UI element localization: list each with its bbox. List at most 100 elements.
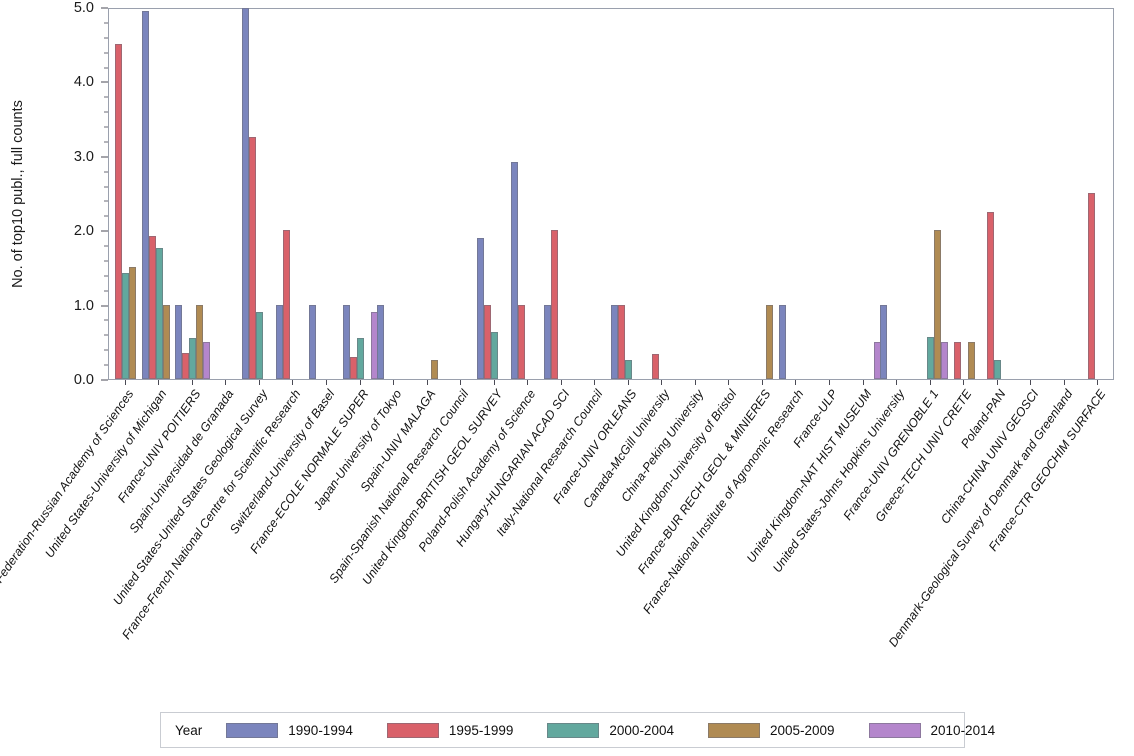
y-axis-minor-tick (104, 126, 108, 128)
y-axis-minor-tick (104, 67, 108, 69)
bar (994, 360, 1002, 379)
bar (953, 341, 961, 379)
y-axis-tick (101, 305, 108, 307)
x-axis-tick (728, 380, 730, 385)
x-axis-tick (627, 380, 629, 385)
x-axis-tick (493, 380, 495, 385)
x-axis-tick (1097, 380, 1099, 385)
bar (934, 230, 942, 379)
bar (343, 304, 350, 379)
bar (357, 338, 364, 379)
x-axis-tick (527, 380, 529, 385)
y-axis-minor-tick (104, 111, 108, 113)
x-axis-tick (225, 380, 227, 385)
bar (249, 137, 257, 379)
bar (941, 341, 949, 379)
y-axis-tick (101, 7, 108, 9)
x-axis-tick (694, 380, 696, 385)
x-axis-tick (896, 380, 898, 385)
bar (517, 304, 525, 379)
y-axis-minor-tick (104, 141, 108, 143)
y-axis-minor-tick (104, 200, 108, 202)
y-axis-minor-tick (104, 37, 108, 39)
x-axis-tick (761, 380, 763, 385)
bar (611, 304, 619, 379)
y-axis-tick (101, 379, 108, 381)
bar (182, 352, 190, 379)
bar (282, 230, 290, 379)
legend: Year 1990-1994 1995-1999 2000-2004 2005-200… (160, 712, 995, 748)
bar (350, 356, 357, 379)
x-axis-tick (795, 380, 797, 385)
bar (544, 304, 552, 379)
bar (162, 304, 170, 379)
y-axis-minor-tick (104, 349, 108, 351)
legend-swatch (226, 722, 279, 738)
bar (175, 304, 183, 379)
legend-swatch (386, 722, 439, 738)
x-axis-tick (828, 380, 830, 385)
y-axis-minor-tick (104, 52, 108, 54)
y-axis-minor-tick (104, 319, 108, 321)
bar (196, 304, 204, 379)
legend-item[interactable]: 2005-2009 (707, 722, 835, 738)
bar (155, 248, 163, 379)
bar (551, 230, 559, 379)
bar (879, 304, 887, 379)
x-axis-tick (1030, 380, 1032, 385)
x-axis-tick (292, 380, 294, 385)
legend-swatch (707, 722, 760, 738)
bar (275, 304, 283, 379)
x-axis-tick (963, 380, 965, 385)
y-axis-minor-tick (104, 364, 108, 366)
bar (778, 304, 786, 379)
y-axis-tick-label: 5.0 (73, 0, 94, 16)
y-axis-title: No. of top10 publ., full counts (10, 100, 26, 288)
x-axis: Russian Federation-Russian Academy of Sc… (0, 380, 1114, 700)
y-axis-tick (101, 81, 108, 83)
y-axis-minor-tick (104, 290, 108, 292)
y-axis-minor-tick (104, 22, 108, 24)
x-axis-tick (862, 380, 864, 385)
x-axis-tick (996, 380, 998, 385)
legend-title: Year (175, 722, 203, 738)
y-axis-minor-tick (104, 215, 108, 217)
x-axis-tick (325, 380, 327, 385)
bar (148, 236, 156, 379)
y-axis-minor-tick (104, 171, 108, 173)
bar (129, 267, 137, 379)
bar (766, 304, 774, 379)
legend-item[interactable]: 1990-1994 (226, 722, 353, 738)
legend-item[interactable]: 2010-2014 (868, 722, 996, 738)
bar (122, 272, 130, 379)
bar (987, 211, 995, 379)
bar (189, 338, 197, 379)
bar (477, 237, 485, 379)
legend-label: 2005-2009 (769, 722, 835, 738)
legend-label: 2010-2014 (930, 722, 996, 738)
x-axis-tick (191, 380, 193, 385)
y-axis-minor-tick (104, 186, 108, 188)
y-axis-minor-tick (104, 275, 108, 277)
x-axis-tick (560, 380, 562, 385)
y-axis: No. of top10 publ., full counts 0.0 1.0 2.… (0, 0, 108, 388)
bar (242, 7, 250, 379)
y-axis-title-wrap: No. of top10 publ., full counts (8, 8, 30, 380)
bar (309, 304, 317, 379)
bar (256, 312, 264, 379)
bar (115, 44, 123, 379)
bar (651, 354, 659, 379)
x-axis-tick (158, 380, 160, 385)
bars-layer (109, 7, 1113, 379)
bar (625, 360, 633, 379)
y-axis-tick-label: 1.0 (73, 297, 94, 314)
x-axis-tick (124, 380, 126, 385)
plot-area (108, 7, 1114, 380)
y-axis-tick (101, 230, 108, 232)
legend-item[interactable]: 1995-1999 (386, 722, 513, 738)
legend-item[interactable]: 2000-2004 (547, 722, 674, 738)
x-axis-tick (460, 380, 462, 385)
x-axis-tick (594, 380, 596, 385)
bar (484, 304, 492, 379)
